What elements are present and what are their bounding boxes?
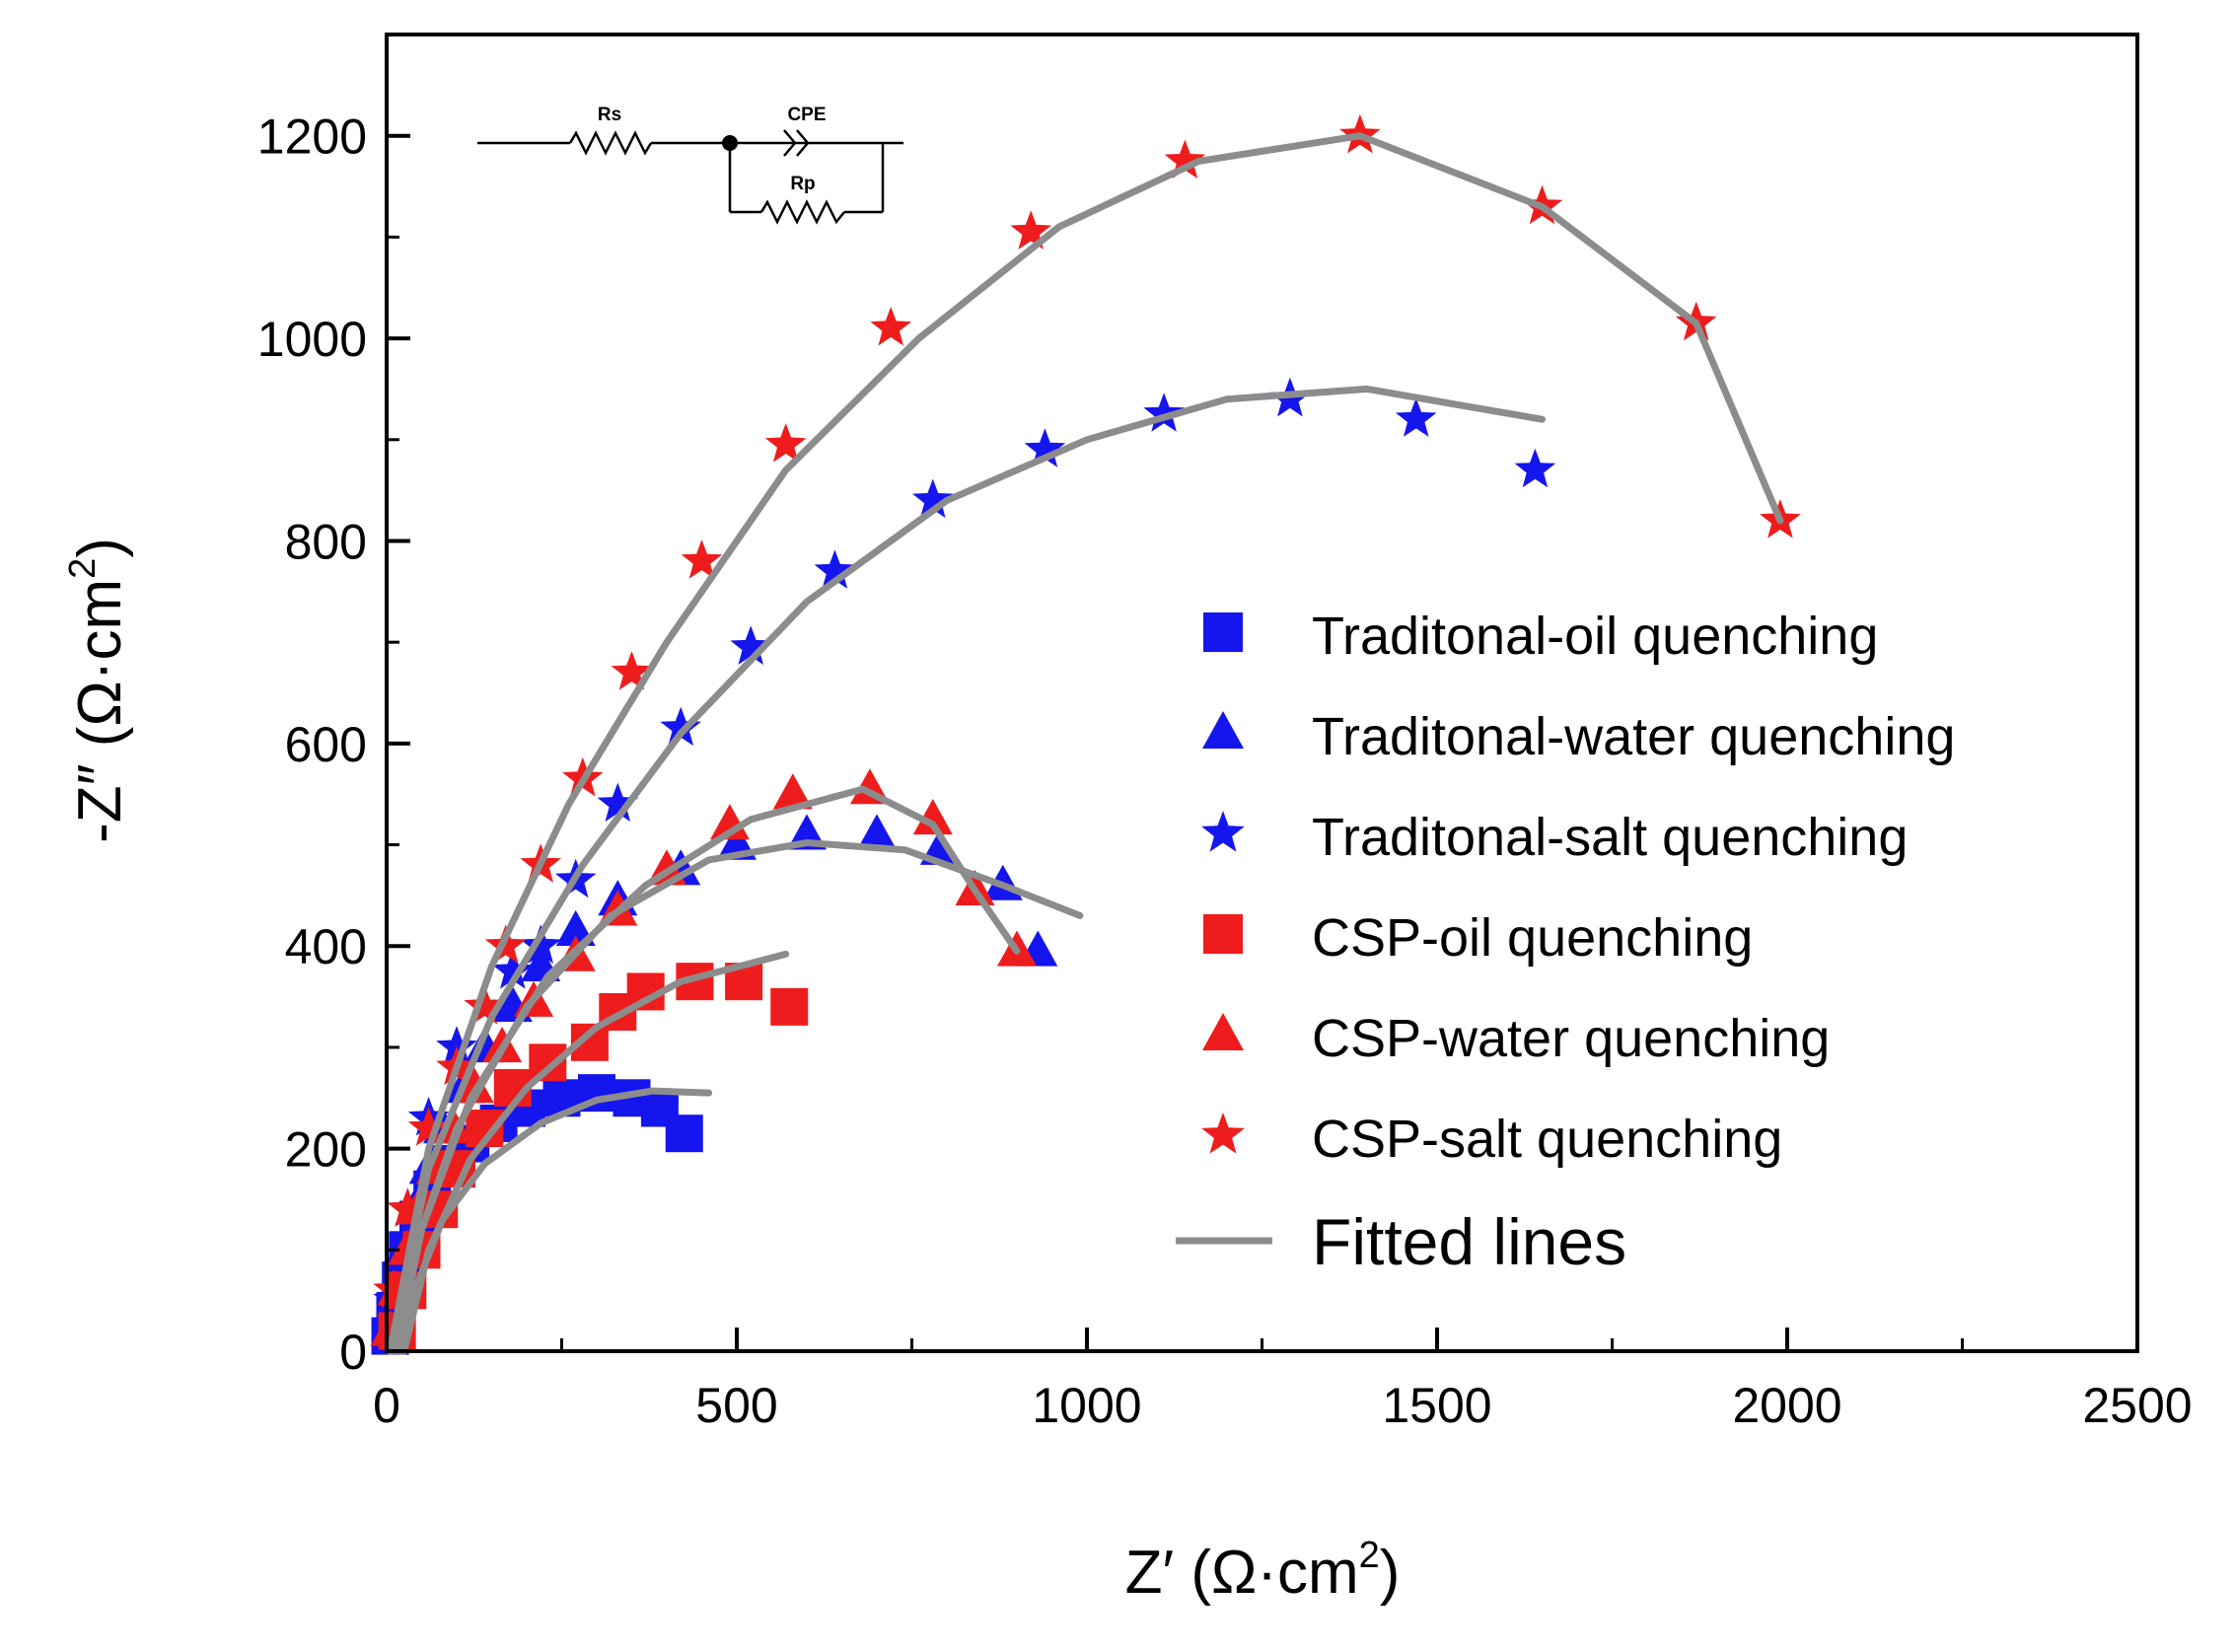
y-tick-label: 600 (285, 717, 367, 772)
legend-label: CSP-oil quenching (1312, 908, 1753, 968)
data-point (857, 814, 897, 850)
data-point (373, 1268, 414, 1309)
data-point (772, 773, 813, 810)
fitted-lines (387, 132, 1784, 1355)
fit-line-4 (394, 785, 1021, 1355)
data-point (730, 625, 771, 665)
data-point (665, 1114, 703, 1153)
legend-label: CSP-salt quenching (1312, 1110, 1782, 1169)
legend-marker (1201, 811, 1245, 852)
x-tick-label: 2500 (2082, 1378, 2192, 1433)
data-point (770, 987, 809, 1026)
rs-resistor (568, 130, 653, 156)
y-tick-label: 1200 (257, 109, 367, 165)
data-point (681, 539, 723, 579)
legend-marker (1201, 1113, 1245, 1154)
data-point (1164, 139, 1206, 179)
data-point (710, 804, 750, 840)
fit-line-2 (387, 385, 1546, 1355)
legend-marker (1203, 914, 1243, 954)
legend-marker (1202, 1013, 1244, 1050)
y-tick-label: 200 (285, 1122, 367, 1178)
y-tick-label: 0 (339, 1325, 367, 1380)
data-point (764, 423, 807, 463)
data-point (870, 307, 911, 346)
cpe-element (783, 129, 797, 157)
legend-fitted-label: Fitted lines (1312, 1205, 1626, 1278)
legend-label: Traditonal-salt quenching (1312, 808, 1908, 867)
y-tick-label: 400 (285, 919, 367, 974)
data-point (464, 985, 506, 1025)
legend-label: Traditonal-water quenching (1312, 707, 1955, 766)
x-tick-label: 500 (695, 1378, 777, 1433)
data-point (611, 651, 653, 690)
y-tick-label: 800 (285, 514, 367, 569)
rp-resistor (759, 199, 845, 225)
data-point (1024, 428, 1066, 467)
y-axis-label: -Z″ (Ω·cm2) (62, 538, 134, 843)
x-tick-label: 0 (373, 1378, 400, 1433)
axis-ticks: 0 500 1000 1500 2000 2500 0 200 400 600 800 1000 120… (257, 109, 2193, 1433)
legend-marker (1203, 612, 1243, 652)
legend-marker (1202, 711, 1244, 749)
x-tick-label: 1500 (1382, 1378, 1491, 1433)
legend-label: CSP-water quenching (1312, 1009, 1830, 1068)
data-point (1395, 397, 1437, 437)
circuit-label-rp: Rp (790, 174, 815, 194)
circuit-label-rs: Rs (598, 105, 621, 125)
data-point (454, 1067, 494, 1104)
data-point (597, 782, 639, 823)
data-point (912, 478, 954, 519)
legend: Traditonal-oil quenching Traditonal-water… (1176, 607, 1955, 1278)
legend-label: Traditonal-oil quenching (1312, 607, 1878, 666)
x-tick-label: 1000 (1032, 1378, 1141, 1433)
data-point (407, 1107, 450, 1146)
data-point (912, 799, 953, 835)
data-point (520, 924, 561, 964)
data-point (814, 549, 856, 589)
data-point (660, 706, 701, 747)
fit-line-3 (400, 950, 790, 1355)
equivalent-circuit-diagram (477, 129, 903, 225)
data-point (436, 1026, 477, 1065)
fit-line-5 (387, 132, 1784, 1355)
data-point (492, 950, 534, 989)
circuit-label-cpe: CPE (787, 105, 826, 125)
y-tick-label: 1000 (257, 312, 367, 367)
data-point (1514, 448, 1556, 488)
x-tick-label: 2000 (1732, 1378, 1841, 1433)
data-point (1010, 210, 1051, 250)
data-point (387, 1187, 429, 1227)
data-point (1143, 393, 1185, 432)
circuit-node (722, 135, 738, 151)
x-axis-label: Z′ (Ω·cm2) (1125, 1535, 1401, 1607)
